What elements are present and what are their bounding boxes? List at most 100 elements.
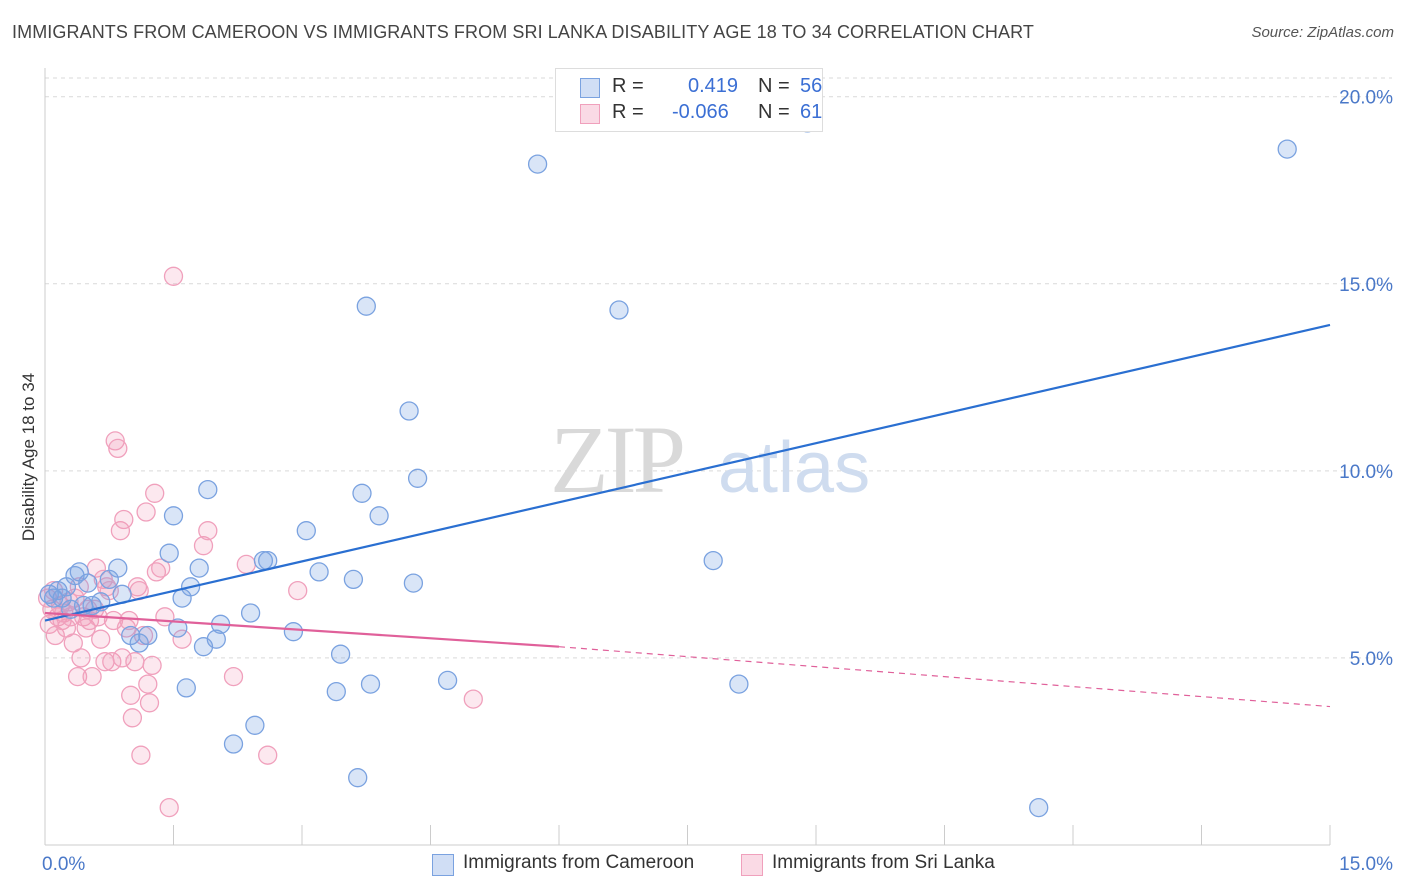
source-label: Source: ZipAtlas.com: [1251, 24, 1394, 41]
cameroon-point: [703, 550, 723, 571]
cameroon-point: [108, 558, 128, 578]
legend-r-label: R =: [612, 75, 650, 97]
legend-swatch-srilanka: [741, 854, 763, 876]
srilanka-trend-extension: [558, 646, 1331, 708]
srilanka-point: [122, 708, 143, 728]
srilanka-point: [82, 666, 102, 687]
cameroon-point: [326, 681, 346, 702]
srilanka-point: [142, 655, 162, 676]
watermark-atlas: atlas: [718, 428, 870, 508]
legend-n-value: 61: [800, 101, 823, 123]
y-axis-label: Disability Age 18 to 34: [19, 373, 38, 541]
srilanka-point: [145, 483, 165, 503]
srilanka-point: [463, 689, 483, 709]
trend-lines: [44, 323, 1331, 708]
srilanka-point: [159, 797, 179, 818]
srilanka-point: [223, 666, 244, 687]
cameroon-point: [527, 154, 548, 174]
legend-row-srilanka: R = -0.066 N = 61: [580, 101, 822, 127]
cameroon-point: [330, 644, 351, 664]
y-tick-label: 20.0%: [1339, 88, 1393, 109]
srilanka-point: [136, 502, 156, 522]
cameroon-point: [348, 768, 368, 788]
cameroon-point: [407, 468, 428, 488]
srilanka-point: [63, 633, 83, 653]
srilanka-point: [138, 674, 158, 694]
srilanka-point: [112, 648, 132, 668]
watermark: ZIP atlas: [550, 406, 870, 513]
cameroon-point: [223, 734, 244, 754]
legend-swatch-cameroon: [432, 854, 454, 876]
legend-n-label: N =: [758, 101, 796, 123]
y-tick-label: 15.0%: [1339, 275, 1393, 296]
cameroon-point: [296, 521, 316, 541]
cameroon-point: [240, 603, 261, 623]
cameroon-point: [159, 543, 179, 563]
srilanka-point: [258, 745, 278, 765]
srilanka-point: [121, 685, 141, 705]
cameroon-trend-line: [44, 323, 1331, 622]
srilanka-point: [193, 536, 214, 556]
srilanka-trend-line: [44, 611, 560, 648]
x-tick-label: 0.0%: [42, 854, 85, 875]
cameroon-point: [609, 300, 629, 320]
cameroon-point: [369, 506, 389, 526]
legend-n-value: 56: [800, 75, 823, 97]
srilanka-point: [71, 648, 91, 668]
srilanka-point: [110, 521, 131, 541]
cameroon-point: [729, 674, 749, 694]
srilanka-point: [236, 554, 256, 575]
cameroon-point: [189, 558, 209, 578]
legend-label-cameroon: Immigrants from Cameroon: [463, 852, 695, 873]
cameroon-point: [163, 506, 184, 526]
cameroon-point: [206, 629, 226, 649]
y-tick-label: 5.0%: [1350, 649, 1393, 670]
srilanka-point: [288, 580, 308, 601]
srilanka-point: [108, 438, 128, 459]
cameroon-point: [245, 715, 265, 735]
watermark-zip: ZIP: [550, 406, 683, 513]
cameroon-point: [437, 670, 458, 691]
cameroon-point: [352, 483, 372, 503]
srilanka-point: [198, 521, 218, 541]
cameroon-point: [309, 562, 329, 582]
stats-legend: R = 0.419 N = 56 R = -0.066 N = 61: [555, 68, 823, 132]
srilanka-point: [131, 745, 151, 765]
legend-swatch-srilanka: [580, 104, 600, 124]
cameroon-point: [356, 296, 376, 316]
cameroon-point: [403, 573, 424, 593]
cameroon-point: [1277, 139, 1297, 159]
cameroon-point: [1029, 797, 1049, 818]
legend-r-label: R =: [612, 101, 650, 123]
srilanka-point: [139, 693, 160, 713]
srilanka-point: [172, 629, 192, 649]
srilanka-points: [37, 266, 483, 818]
srilanka-point: [102, 652, 122, 672]
cameroon-point: [168, 618, 188, 638]
chart-title: IMMIGRANTS FROM CAMEROON VS IMMIGRANTS F…: [12, 22, 1035, 42]
srilanka-point: [105, 431, 125, 451]
srilanka-point: [125, 652, 145, 672]
cameroon-point: [78, 573, 98, 593]
cameroon-point: [138, 625, 158, 646]
y-tick-label: 10.0%: [1339, 462, 1393, 483]
srilanka-point: [114, 509, 134, 530]
cameroon-point: [283, 622, 304, 642]
legend-label-srilanka: Immigrants from Sri Lanka: [772, 852, 995, 873]
tick-labels: 5.0% 10.0% 15.0% 20.0% 0.0% 15.0%: [42, 88, 1393, 875]
srilanka-point: [151, 558, 171, 578]
cameroon-point: [343, 569, 364, 590]
srilanka-point: [163, 266, 184, 286]
legend-row-cameroon: R = 0.419 N = 56: [580, 75, 822, 101]
cameroon-point: [198, 479, 218, 500]
cameroon-point: [360, 674, 381, 694]
axes: [44, 68, 1331, 846]
legend-swatch-cameroon: [580, 78, 600, 98]
legend-r-value: 0.419: [688, 75, 739, 97]
cameroon-point: [176, 678, 196, 698]
legend-n-label: N =: [758, 75, 796, 97]
srilanka-point: [67, 666, 88, 687]
cameroon-point: [399, 401, 419, 421]
srilanka-point: [91, 629, 111, 649]
